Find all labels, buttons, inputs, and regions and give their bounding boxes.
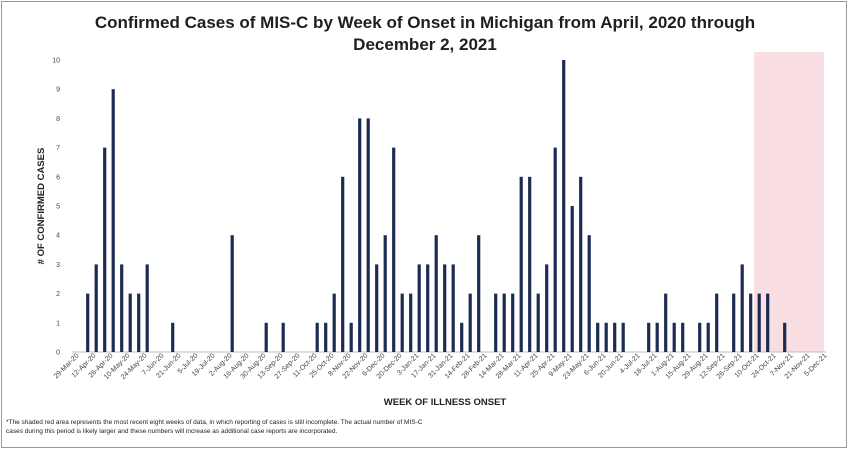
bar xyxy=(409,293,413,352)
bar xyxy=(757,293,761,352)
bar xyxy=(366,118,370,353)
bar xyxy=(570,206,574,352)
footnote-line-1: *The shaded red area represents the most… xyxy=(6,419,423,426)
y-tick-label: 5 xyxy=(56,204,60,211)
bar xyxy=(400,293,404,352)
bar xyxy=(545,264,549,352)
bar xyxy=(511,293,515,352)
bar xyxy=(230,235,234,352)
bar xyxy=(358,118,362,353)
bar xyxy=(451,264,455,352)
bar xyxy=(434,235,438,352)
bar xyxy=(392,147,396,352)
bar xyxy=(519,176,523,352)
bar xyxy=(137,293,141,352)
bar xyxy=(111,89,115,352)
y-tick-label: 1 xyxy=(56,320,60,327)
bar xyxy=(324,322,328,352)
bar xyxy=(613,322,617,352)
bar xyxy=(528,176,532,352)
bar xyxy=(562,60,566,352)
bar xyxy=(502,293,506,352)
bar xyxy=(383,235,387,352)
bar xyxy=(672,322,676,352)
bar xyxy=(128,293,132,352)
shaded-incomplete-region xyxy=(754,52,824,352)
bar xyxy=(664,293,668,352)
bar xyxy=(494,293,498,352)
bar xyxy=(120,264,124,352)
bar xyxy=(587,235,591,352)
bar xyxy=(621,322,625,352)
y-tick-label: 10 xyxy=(52,58,60,65)
x-axis-title: WEEK OF ILLNESS ONSET xyxy=(384,397,507,408)
bar xyxy=(647,322,651,352)
bar xyxy=(460,322,464,352)
bar xyxy=(443,264,447,352)
bar xyxy=(655,322,659,352)
chart-title-line-2: December 2, 2021 xyxy=(353,35,497,54)
bar xyxy=(375,264,379,352)
y-tick-label: 2 xyxy=(56,291,60,298)
bar xyxy=(86,293,90,352)
bar xyxy=(749,293,753,352)
bar xyxy=(103,147,107,352)
bar xyxy=(341,176,345,352)
footnote-line-2: cases during this period is likely large… xyxy=(6,428,338,435)
bar xyxy=(706,322,710,352)
y-axis-title: # OF CONFIRMED CASES xyxy=(36,148,47,265)
bar xyxy=(783,322,787,352)
chart-title-line-1: Confirmed Cases of MIS-C by Week of Onse… xyxy=(94,13,756,32)
bar xyxy=(740,264,744,352)
bar xyxy=(94,264,98,352)
bar xyxy=(553,147,557,352)
bar xyxy=(766,293,770,352)
bar xyxy=(732,293,736,352)
bar xyxy=(715,293,719,352)
y-tick-label: 9 xyxy=(56,87,60,94)
bar xyxy=(468,293,472,352)
footnote: *The shaded red area represents the most… xyxy=(6,418,786,436)
bar xyxy=(681,322,685,352)
bar xyxy=(417,264,421,352)
bar xyxy=(536,293,540,352)
y-tick-label: 0 xyxy=(56,350,60,357)
chart-title: Confirmed Cases of MIS-C by Week of Onse… xyxy=(0,12,850,56)
bar xyxy=(426,264,430,352)
bar xyxy=(604,322,608,352)
y-tick-label: 4 xyxy=(56,233,60,240)
bar xyxy=(477,235,481,352)
bar xyxy=(698,322,702,352)
bar xyxy=(171,322,175,352)
bar xyxy=(281,322,285,352)
bar xyxy=(315,322,319,352)
y-tick-label: 8 xyxy=(56,116,60,123)
y-tick-label: 7 xyxy=(56,145,60,152)
bar xyxy=(596,322,600,352)
bar xyxy=(579,176,583,352)
y-tick-label: 3 xyxy=(56,262,60,269)
y-tick-label: 6 xyxy=(56,174,60,181)
bar xyxy=(145,264,149,352)
bar xyxy=(264,322,268,352)
bar xyxy=(349,322,353,352)
bar xyxy=(332,293,336,352)
